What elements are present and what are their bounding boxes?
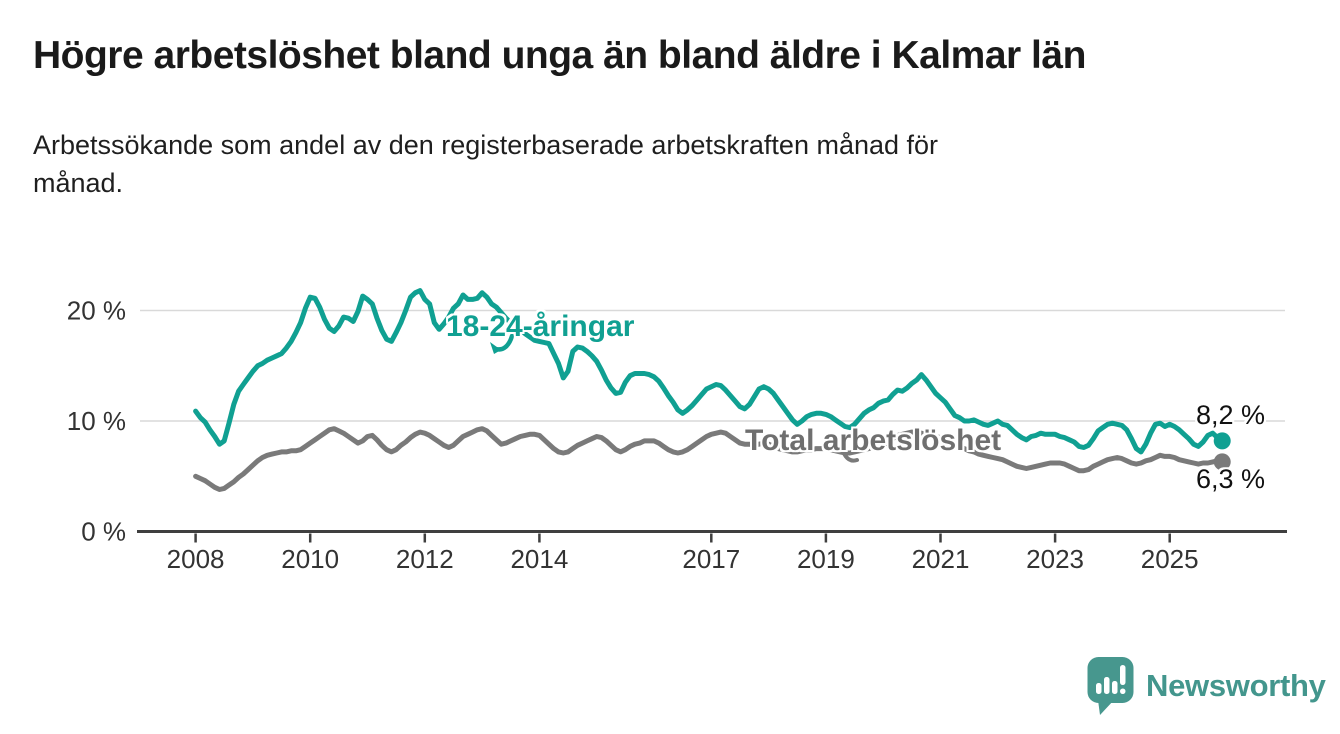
end-value-label-total: 6,3 % [1196,464,1266,494]
series-label-youth: 18-24-åringar [446,310,635,343]
x-tick-label: 2012 [396,544,454,574]
y-tick-label: 0 % [81,517,126,547]
total-annotation-arrow [841,449,859,463]
end-value-label-youth: 8,2 % [1196,400,1266,430]
newsworthy-bubble-chart-icon [1087,657,1134,715]
y-tick-label: 20 % [67,296,126,326]
x-tick-label: 2025 [1141,544,1199,574]
page-title: Högre arbetslöshet bland unga än bland ä… [33,34,1086,77]
page-subtitle: Arbetssökande som andel av den registerb… [33,130,939,199]
series-label-total: Total arbetslöshet [745,424,1002,457]
series-end-dot-0 [1213,432,1231,450]
x-tick-label: 2023 [1026,544,1084,574]
series-end-dot-1 [1213,453,1231,471]
x-tick-label: 2021 [912,544,970,574]
x-tick-label: 2008 [167,544,225,574]
series-line-0 [193,288,1225,455]
newsworthy-logo: Newsworthy [1087,656,1326,716]
x-tick-label: 2014 [510,544,568,574]
youth-annotation-arrowhead [490,342,501,354]
series-line-1 [193,426,1225,492]
x-tick-label: 2019 [797,544,855,574]
x-tick-label: 2010 [281,544,339,574]
brand-name: Newsworthy [1146,668,1326,703]
y-tick-label: 10 % [67,406,126,436]
x-tick-label: 2017 [682,544,740,574]
